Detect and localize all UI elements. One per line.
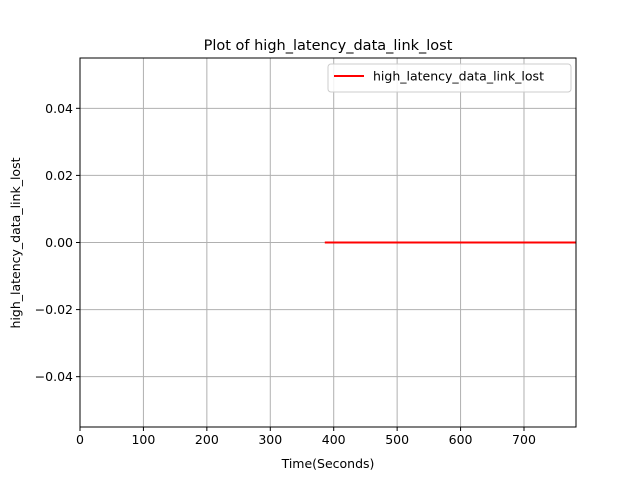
y-tick-label: 0.00	[45, 235, 73, 250]
x-tick-label: 300	[258, 432, 282, 447]
x-tick-label: 100	[131, 432, 155, 447]
y-tick-label: −0.04	[35, 369, 73, 384]
y-axis-ticks: −0.04 −0.02 0.00 0.02 0.04	[35, 101, 80, 384]
x-tick-label: 400	[322, 432, 346, 447]
legend: high_latency_data_link_lost	[327, 63, 572, 93]
x-tick-label: 500	[385, 432, 409, 447]
x-tick-label: 700	[512, 432, 536, 447]
legend-box	[327, 63, 572, 93]
x-tick-label: 0	[76, 432, 84, 447]
y-axis-label: high_latency_data_link_lost	[8, 157, 23, 328]
y-tick-label: 0.04	[45, 101, 73, 116]
x-tick-label: 600	[449, 432, 473, 447]
y-tick-label: 0.02	[45, 168, 73, 183]
x-axis-ticks: 0 100 200 300 400 500 600 700	[76, 427, 536, 447]
chart-title: Plot of high_latency_data_link_lost	[204, 38, 453, 54]
x-axis-label: Time(Seconds)	[281, 456, 375, 471]
legend-label: high_latency_data_link_lost	[373, 69, 544, 84]
y-tick-label: −0.02	[35, 302, 73, 317]
x-tick-label: 200	[195, 432, 219, 447]
